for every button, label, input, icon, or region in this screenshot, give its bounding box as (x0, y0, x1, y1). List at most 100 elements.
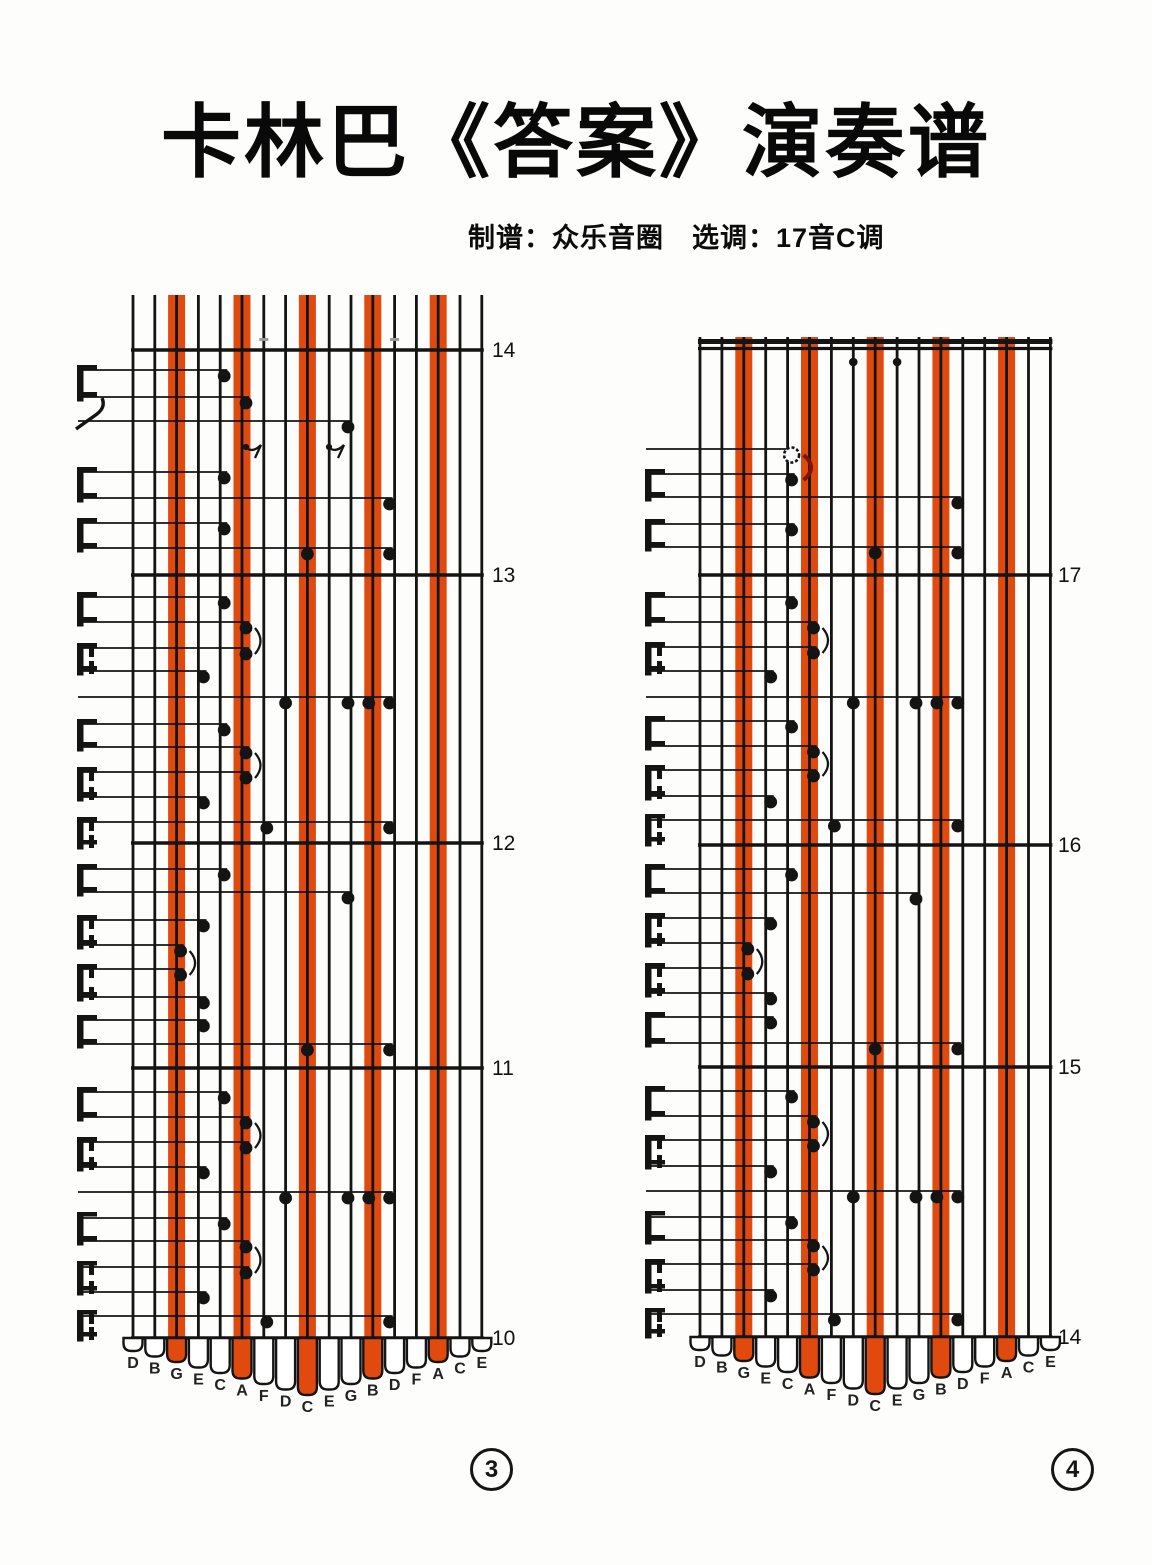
beam-double-tick (89, 1138, 94, 1151)
beam-bar (645, 716, 652, 751)
tine-stub (340, 1336, 362, 1386)
beam-double-tick (89, 1311, 94, 1324)
beam-bar (645, 1086, 652, 1121)
tine-label: C (454, 1361, 466, 1378)
beam-cap (645, 1259, 665, 1264)
note-dot (239, 396, 253, 410)
beam-cap (77, 518, 97, 523)
note-dot (217, 868, 231, 882)
beam-cap (77, 817, 97, 822)
beam-double-tick (89, 987, 94, 1000)
beam-double-tick (657, 983, 662, 996)
beam-bar (645, 592, 652, 627)
note-dot (383, 821, 396, 835)
measure-number: 11 (492, 1057, 514, 1080)
beam-cap (645, 716, 665, 721)
beam-double-tick (89, 818, 94, 831)
tine-label: C (869, 1398, 881, 1415)
note-dot (764, 1165, 778, 1179)
beam-double-tick (657, 914, 662, 927)
note-dot (909, 1190, 923, 1204)
beam-bar (77, 1137, 84, 1172)
note-dot (301, 547, 314, 561)
beam-cap (77, 915, 97, 920)
beam-bar (77, 1087, 84, 1122)
note-dot (909, 696, 923, 710)
beam-double-tick (657, 643, 662, 656)
note-dot (785, 473, 798, 487)
eighth-rest (325, 443, 333, 451)
beam-bar (77, 915, 84, 950)
beam-double-tick (657, 815, 662, 828)
tine-label: F (980, 1371, 990, 1388)
tine-stub (842, 1335, 864, 1390)
tine-label: B (367, 1383, 379, 1400)
tine-label: E (1045, 1354, 1056, 1371)
note-dot (785, 720, 798, 734)
beam-double-tick (657, 964, 662, 977)
beam-bar (77, 1212, 84, 1246)
note-dot (197, 1291, 210, 1305)
measure-number: 10 (492, 1327, 515, 1350)
tine-label: D (957, 1376, 969, 1393)
note-dot (341, 420, 355, 434)
note-dot (741, 967, 755, 981)
tine-stub (471, 1336, 493, 1353)
note-dot (951, 1313, 965, 1327)
tine-stub (318, 1336, 340, 1391)
tine-label: G (913, 1387, 925, 1404)
beam-cap (645, 1211, 665, 1216)
tine-stub (974, 1335, 996, 1368)
tine-stub (383, 1336, 406, 1375)
beam-cap (77, 1112, 97, 1117)
beam-cap (77, 1162, 97, 1167)
tine-label: F (259, 1388, 269, 1405)
beam-double-tick (657, 786, 662, 799)
note-dot (217, 1217, 231, 1231)
beam-cap (77, 467, 97, 472)
beam-bar (77, 719, 84, 752)
note-dot (383, 1191, 396, 1205)
beam-cap (645, 1329, 665, 1334)
beam-cap (645, 814, 665, 819)
beam-bar (77, 864, 84, 897)
tie-arc (188, 950, 197, 976)
tine-stub (187, 1336, 210, 1369)
beam-cap (645, 1012, 665, 1017)
tie-arc (821, 751, 830, 777)
tie-arc (254, 1122, 262, 1149)
beam-cap (645, 1111, 665, 1116)
note-dot (279, 696, 292, 710)
beam-cap (77, 792, 97, 797)
beam-double-tick (89, 916, 94, 929)
tine-stub (798, 1335, 821, 1379)
note-dot (217, 596, 231, 610)
note-dot (383, 696, 396, 710)
beam-cap (645, 741, 665, 746)
beam-cap (645, 1308, 665, 1313)
beam-cap (645, 1160, 665, 1165)
beam-cap (645, 592, 665, 597)
tine-label: E (324, 1394, 335, 1411)
beam-bar (645, 765, 652, 801)
note-dot (383, 547, 396, 561)
beam-bar (77, 817, 84, 850)
note-dot (383, 1043, 396, 1057)
note-dot (785, 868, 798, 882)
tine-stub (908, 1335, 930, 1385)
sheet-title: 卡林巴《答案》演奏谱 (161, 96, 991, 189)
tine-stub (886, 1335, 908, 1390)
beam-cap (77, 543, 97, 548)
repeat-dot (892, 357, 902, 367)
beam-bar (77, 592, 84, 627)
tine-label: D (127, 1355, 139, 1372)
tine-label: A (1001, 1365, 1013, 1382)
note-dot (846, 696, 860, 710)
measure-number: 15 (1058, 1056, 1081, 1079)
beam-bar (77, 467, 84, 503)
tie-arc (821, 1245, 830, 1271)
tine-label: B (716, 1360, 728, 1377)
tine-stub (253, 1336, 275, 1386)
